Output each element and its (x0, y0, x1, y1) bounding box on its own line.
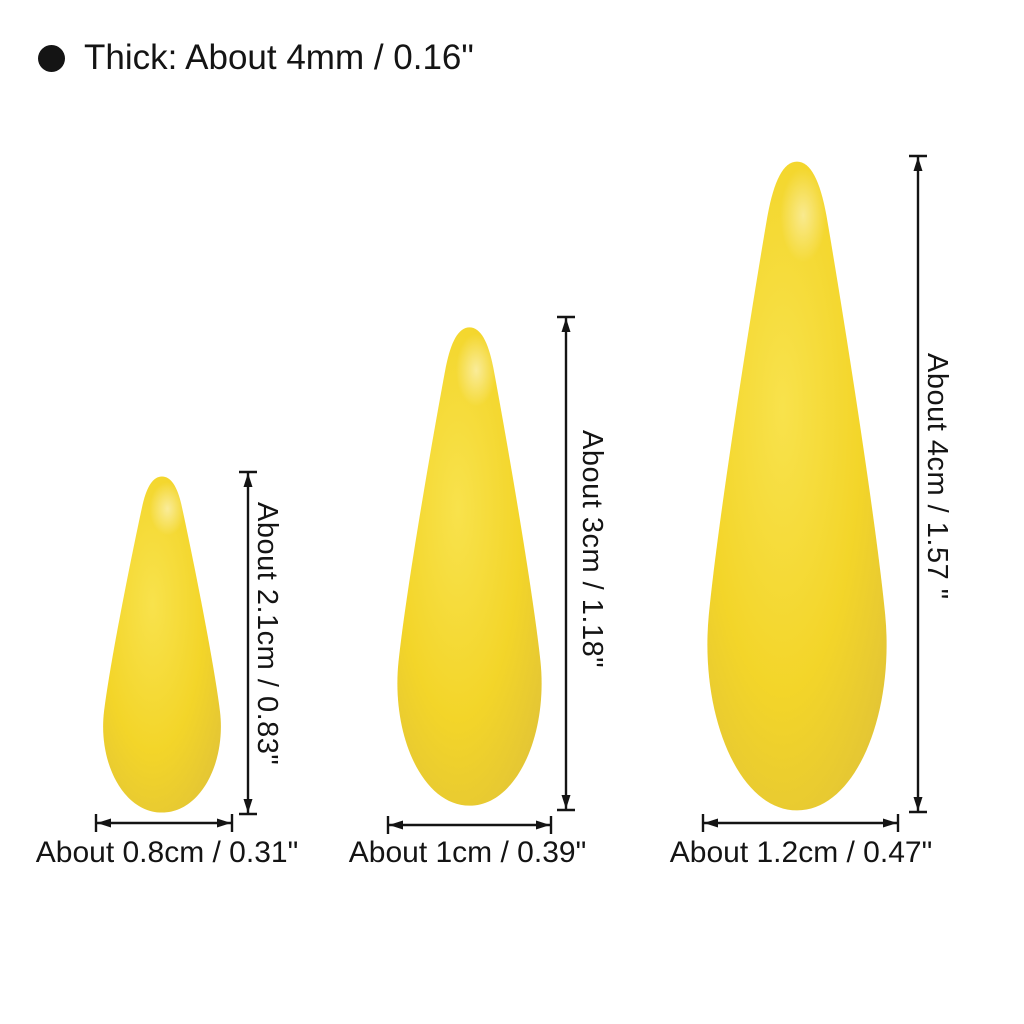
page-title: Thick: About 4mm / 0.16" (84, 38, 474, 77)
height-dimension-label-small: About 2.1cm / 0.83" (251, 502, 283, 766)
gloss-highlight (455, 333, 497, 407)
teardrop-large-image (707, 161, 887, 811)
width-dimension-label-medium: About 1cm / 0.39" (348, 836, 587, 869)
bullet-icon (38, 45, 65, 72)
height-dimension-label-large: About 4cm / 1.57 " (921, 353, 953, 600)
width-dimension-line-medium (386, 816, 553, 834)
gloss-highlight (780, 168, 827, 263)
width-dimension-line-small (94, 814, 234, 832)
width-dimension-label-large: About 1.2cm / 0.47" (669, 836, 933, 869)
height-dimension-line-small (239, 470, 257, 816)
width-dimension-label-small: About 0.8cm / 0.31" (35, 836, 299, 869)
teardrop-small-image (103, 476, 221, 813)
height-dimension-label-medium: About 3cm / 1.18" (576, 430, 608, 669)
gloss-highlight (149, 482, 186, 536)
height-dimension-line-medium (557, 315, 575, 812)
width-dimension-line-large (701, 814, 900, 832)
teardrop-medium-image (397, 327, 542, 806)
height-dimension-line-large (909, 154, 927, 814)
